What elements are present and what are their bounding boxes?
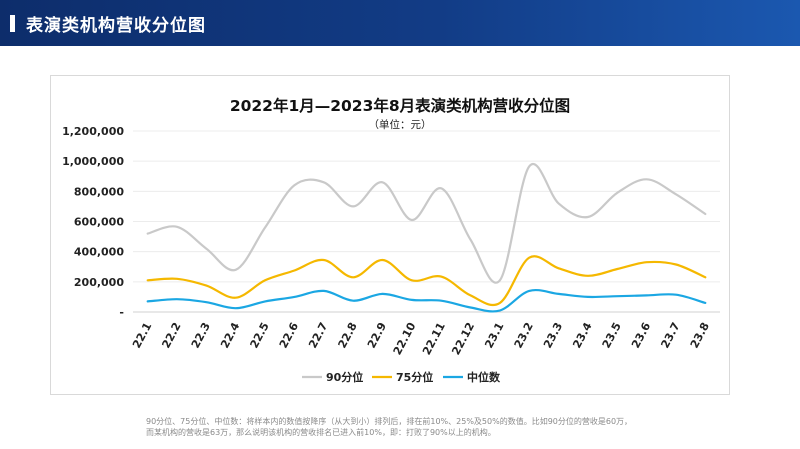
x-tick-label: 22.12 [449, 320, 477, 357]
x-tick-label: 22.6 [277, 320, 301, 350]
x-tick-label: 23.8 [688, 320, 712, 350]
x-tick-label: 23.4 [570, 320, 594, 350]
header-accent-bar [10, 15, 15, 32]
x-tick-label: 23.2 [512, 320, 536, 350]
x-tick-label: 22.2 [159, 320, 183, 350]
x-tick-label: 22.4 [218, 320, 242, 350]
x-tick-label: 22.7 [306, 320, 330, 350]
y-tick-label: 600,000 [74, 216, 124, 229]
y-tick-label: - [119, 306, 124, 319]
y-tick-label: 1,000,000 [62, 155, 124, 168]
footnote-line-1: 90分位、75分位、中位数：将样本内的数值按降序（从大到小）排列后，排在前10%… [146, 417, 633, 426]
x-tick-label: 22.11 [420, 320, 448, 357]
chart-frame [50, 75, 730, 395]
legend-label-0: 90分位 [326, 370, 363, 384]
series-line-0 [146, 162, 707, 284]
x-tick-label: 22.1 [130, 320, 154, 350]
x-tick-label: 23.1 [482, 320, 506, 350]
y-tick-label: 1,200,000 [62, 125, 124, 138]
x-tick-label: 23.7 [658, 320, 682, 350]
legend-label-1: 75分位 [396, 370, 433, 384]
series-line-2 [146, 288, 707, 313]
header-bar: 表演类机构营收分位图 [0, 0, 800, 46]
x-tick-label: 22.5 [248, 320, 272, 350]
footnote-line-2: 而某机构的营收是63万，那么说明该机构的营收排名已进入前10%，即：打败了90%… [146, 428, 496, 437]
footnote: 90分位、75分位、中位数：将样本内的数值按降序（从大到小）排列后，排在前10%… [146, 416, 746, 438]
series-line-1 [146, 255, 707, 307]
chart-subtitle: （单位：元） [369, 118, 432, 131]
x-tick-label: 22.8 [336, 320, 360, 350]
x-tick-label: 22.3 [189, 320, 213, 350]
y-tick-label: 800,000 [74, 185, 124, 198]
x-tick-label: 23.3 [541, 320, 565, 350]
x-tick-label: 22.9 [365, 320, 389, 350]
y-tick-label: 400,000 [74, 246, 124, 259]
page-title: 表演类机构营收分位图 [26, 16, 206, 36]
y-tick-label: 200,000 [74, 276, 124, 289]
chart-title: 2022年1月—2023年8月表演类机构营收分位图 [230, 96, 570, 115]
x-tick-label: 22.10 [391, 320, 419, 357]
x-tick-label: 23.5 [600, 320, 624, 350]
x-tick-label: 23.6 [629, 320, 653, 350]
legend-label-2: 中位数 [467, 370, 501, 384]
